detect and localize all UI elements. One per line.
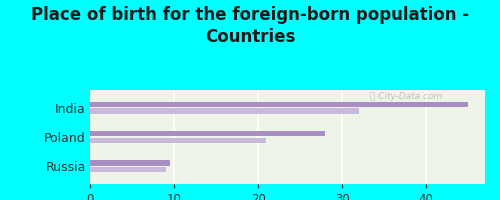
- Bar: [90, 102, 468, 107]
- Text: ⓘ City-Data.com: ⓘ City-Data.com: [370, 92, 442, 101]
- Bar: [90, 167, 166, 172]
- Text: Place of birth for the foreign-born population -
Countries: Place of birth for the foreign-born popu…: [31, 6, 469, 46]
- Bar: [90, 108, 359, 114]
- Bar: [90, 160, 170, 166]
- Bar: [90, 131, 326, 136]
- Bar: [90, 138, 266, 143]
